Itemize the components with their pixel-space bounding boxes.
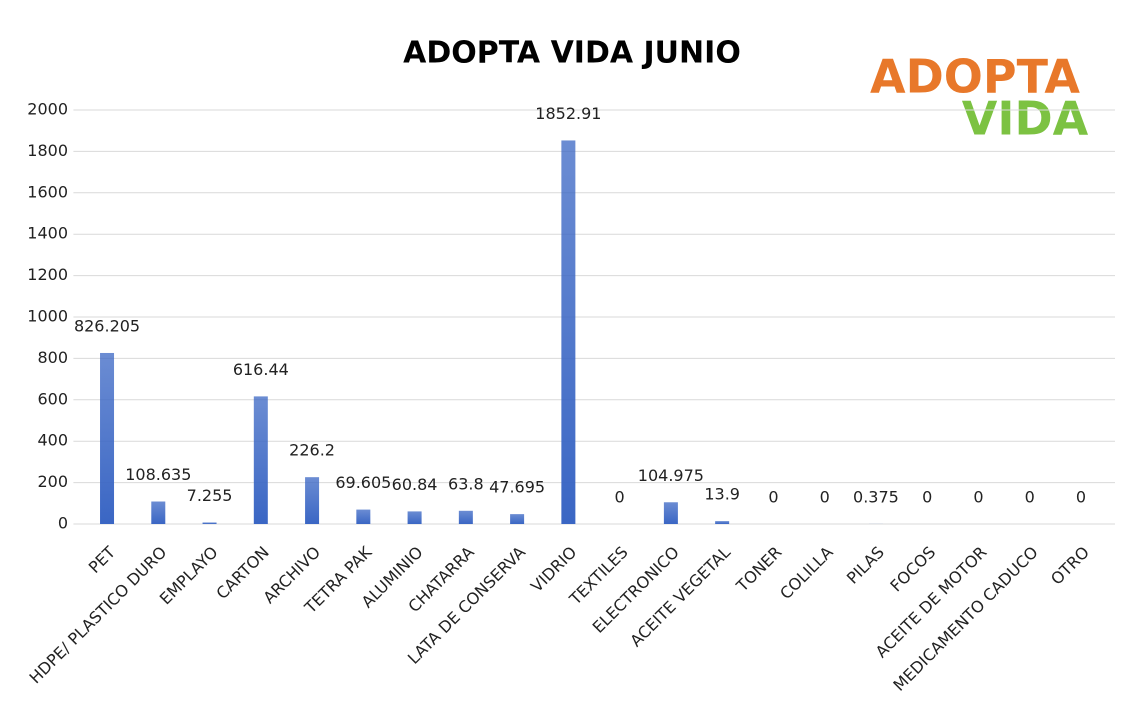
bar xyxy=(202,522,217,524)
y-tick-label: 600 xyxy=(37,389,68,408)
bar xyxy=(100,352,115,524)
data-label: 0 xyxy=(615,488,625,507)
data-label: 826.205 xyxy=(74,316,140,335)
data-label: 0 xyxy=(1076,488,1086,507)
bar xyxy=(458,510,473,524)
data-label: 104.975 xyxy=(638,466,704,485)
data-label: 0 xyxy=(820,488,830,507)
bar xyxy=(561,140,576,524)
y-tick-label: 800 xyxy=(37,348,68,367)
x-tick-label: COLILLA xyxy=(776,543,837,604)
logo-text: VIDA xyxy=(962,92,1089,146)
data-label: 616.44 xyxy=(233,360,289,379)
chart-title: ADOPTA VIDA JUNIO xyxy=(403,36,741,71)
y-tick-label: 1200 xyxy=(27,265,68,284)
x-tick-label: PET xyxy=(85,542,119,576)
bar xyxy=(305,477,320,524)
data-label: 0.375 xyxy=(853,487,899,506)
bar xyxy=(407,511,422,524)
y-tick-label: 1400 xyxy=(27,224,68,243)
data-label: 0 xyxy=(1025,488,1035,507)
bar xyxy=(151,501,166,524)
bar xyxy=(510,514,525,524)
bar xyxy=(663,502,678,524)
x-tick-label: ACEITE VEGETAL xyxy=(626,543,734,651)
y-tick-label: 1600 xyxy=(27,182,68,201)
bar xyxy=(715,521,730,524)
x-tick-label: OTRO xyxy=(1047,543,1093,589)
data-label: 47.695 xyxy=(489,478,545,497)
data-label: 226.2 xyxy=(289,441,335,460)
x-tick-label: PILAS xyxy=(843,543,888,588)
y-tick-label: 400 xyxy=(37,431,68,450)
y-tick-label: 1000 xyxy=(27,307,68,326)
data-label: 0 xyxy=(922,488,932,507)
data-label: 13.9 xyxy=(704,485,740,504)
data-label: 0 xyxy=(973,488,983,507)
bar xyxy=(356,509,371,524)
data-label: 1852.91 xyxy=(535,104,601,123)
data-label: 69.605 xyxy=(335,473,391,492)
y-tick-label: 0 xyxy=(58,514,68,533)
data-label: 63.8 xyxy=(448,474,484,493)
y-tick-label: 200 xyxy=(37,472,68,491)
y-tick-label: 1800 xyxy=(27,141,68,160)
data-label: 7.255 xyxy=(187,486,233,505)
data-label: 108.635 xyxy=(125,465,191,484)
logo-text: ADOPTA xyxy=(870,50,1080,104)
bar xyxy=(253,396,268,524)
data-label: 60.84 xyxy=(392,475,438,494)
y-tick-label: 2000 xyxy=(27,100,68,119)
data-label: 0 xyxy=(768,488,778,507)
